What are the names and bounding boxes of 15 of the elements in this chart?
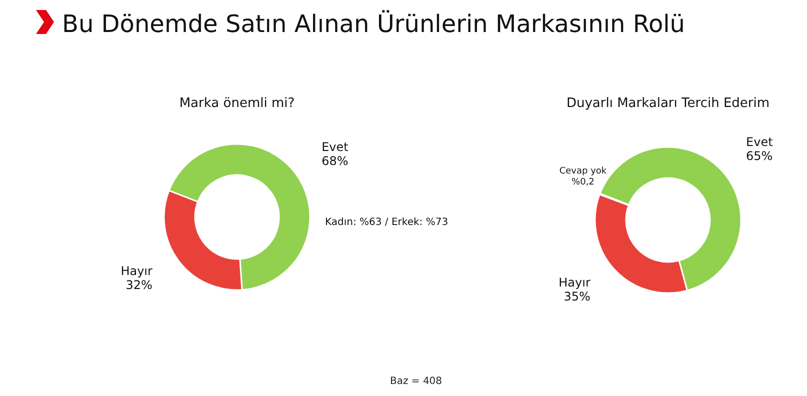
data-label: %0,2: [572, 178, 594, 188]
slice-label: Evet: [322, 140, 349, 154]
data-label: 32%: [126, 278, 152, 292]
data-label: 68%: [322, 154, 348, 168]
text: Kadın: %63 / Erkek: %73: [325, 217, 448, 228]
slice-label: Hayır: [120, 264, 152, 278]
chart-title: Duyarlı Markaları Tercih Ederim: [566, 96, 770, 111]
slice-label: Cevap yok: [559, 166, 608, 177]
data-label: 65%: [746, 148, 773, 163]
data-label: 35%: [564, 290, 590, 304]
chart-title: Marka önemli mi?: [179, 96, 295, 111]
text: Baz = 408: [390, 376, 442, 387]
text: Bu Dönemde Satın Alınan Ürünlerin Markasının Rolü: [62, 10, 686, 38]
slice-label: Hayır: [558, 276, 590, 290]
slice-label: Evet: [746, 134, 774, 149]
